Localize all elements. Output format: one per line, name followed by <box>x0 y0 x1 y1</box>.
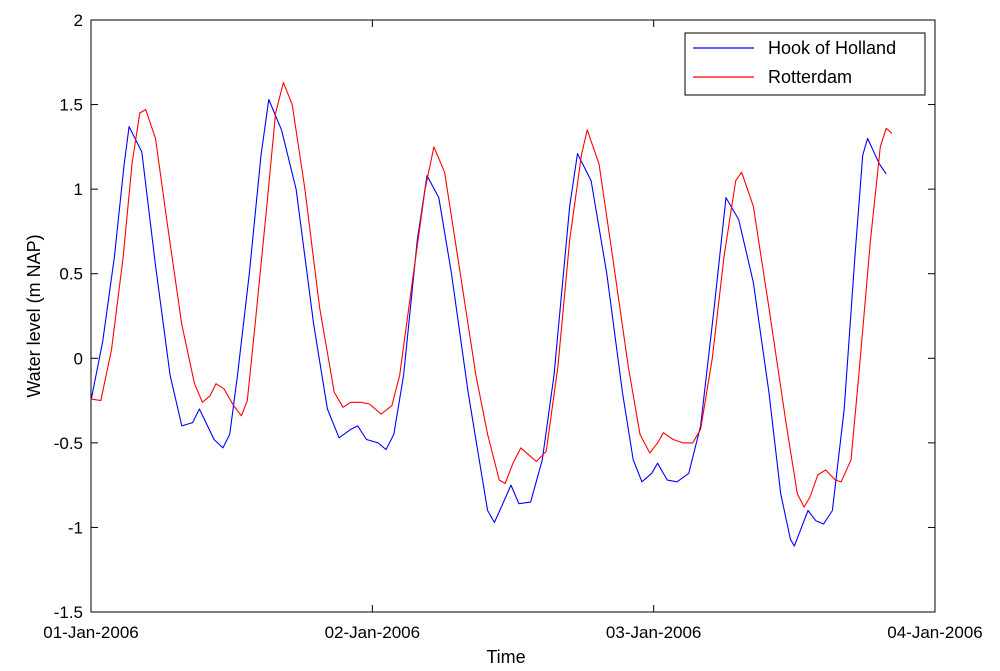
x-axis-label: Time <box>486 647 525 667</box>
x-tick-label: 04-Jan-2006 <box>887 623 982 642</box>
y-axis-label: Water level (m NAP) <box>24 234 44 397</box>
x-tick-label: 02-Jan-2006 <box>325 623 420 642</box>
x-tick-label: 01-Jan-2006 <box>43 623 138 642</box>
ticks-layer: -1.5 -1 -0.5 0 0.5 1 1.5 2 01-Jan-2006 02-Jan-200… <box>43 11 982 642</box>
legend-label-rotterdam: Rotterdam <box>768 67 852 87</box>
series-line-rotterdam <box>90 82 893 508</box>
y-tick-label: 2 <box>74 11 83 30</box>
legend-label-hook-of-holland: Hook of Holland <box>768 38 896 58</box>
y-tick-label: 0.5 <box>59 265 83 284</box>
series-layer <box>90 82 893 547</box>
y-tick-label: 1 <box>74 180 83 199</box>
legend: Hook of Holland Rotterdam <box>684 32 926 96</box>
plot-area <box>90 19 936 613</box>
series-line-hook-of-holland <box>90 98 887 547</box>
y-tick-label: 0 <box>74 349 83 368</box>
y-tick-label: -0.5 <box>54 434 83 453</box>
y-tick-label: 1.5 <box>59 96 83 115</box>
y-tick-label: -1 <box>68 518 83 537</box>
y-tick-label: -1.5 <box>54 603 83 622</box>
legend-box <box>684 32 926 96</box>
x-tick-label: 03-Jan-2006 <box>606 623 701 642</box>
